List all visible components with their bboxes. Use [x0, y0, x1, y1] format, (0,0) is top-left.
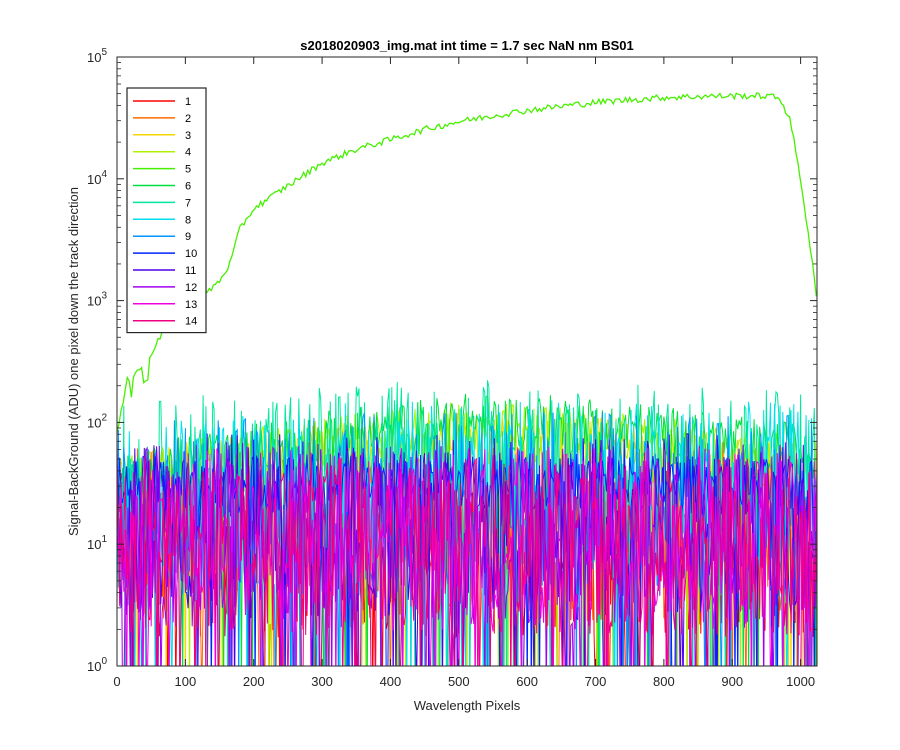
legend-label: 8: [185, 214, 191, 226]
axis-ticks: 0 100 200 300 400 500 600 700 800 900 100010010110…: [87, 47, 817, 689]
x-axis-label: Wavelength Pixels: [414, 698, 521, 713]
legend-item[interactable]: 8: [133, 214, 191, 226]
y-tick-label: 105: [87, 47, 107, 65]
x-tick-label: 800: [653, 674, 675, 689]
x-tick-label: 1000: [786, 674, 815, 689]
legend-label: 9: [185, 231, 191, 243]
legend-item[interactable]: 12: [133, 282, 197, 294]
y-tick-label: 100: [87, 656, 107, 674]
axes-box: [116, 56, 818, 667]
legend-label: 3: [185, 130, 191, 142]
x-tick-label: 900: [721, 674, 743, 689]
legend-label: 10: [185, 248, 197, 260]
legend-item[interactable]: 3: [133, 130, 191, 142]
legend-item[interactable]: 6: [133, 181, 191, 193]
y-axis-label: Signal-BackGround (ADU) one pixel down t…: [66, 187, 81, 536]
series-line-8: [117, 400, 817, 666]
legend-item[interactable]: 7: [133, 197, 191, 209]
legend-label: 11: [185, 265, 196, 277]
legend-item[interactable]: 14: [133, 316, 197, 328]
legend-item[interactable]: 11: [133, 265, 196, 277]
chart-title: s2018020903_img.mat int time = 1.7 sec N…: [300, 38, 634, 53]
x-tick-label: 100: [175, 674, 197, 689]
legend-label: 4: [185, 147, 191, 159]
x-tick-label: 200: [243, 674, 265, 689]
x-tick-label: 0: [113, 674, 120, 689]
legend-label: 14: [185, 316, 197, 328]
legend-item[interactable]: 2: [133, 113, 191, 125]
series-lines: [117, 91, 817, 666]
y-tick-label: 104: [87, 169, 107, 187]
plot-area: 0 100 200 300 400 500 600 700 800 900 100010010110…: [87, 47, 818, 689]
legend-label: 13: [185, 299, 197, 311]
x-tick-label: 600: [516, 674, 538, 689]
series-line-14: [117, 452, 817, 666]
legend-item[interactable]: 13: [133, 299, 197, 311]
legend-label: 1: [185, 96, 191, 108]
legend-label: 6: [185, 181, 191, 193]
legend-label: 2: [185, 113, 191, 125]
series-line-5: [117, 91, 817, 434]
legend-box: [126, 87, 207, 334]
y-tick-label: 103: [87, 291, 107, 309]
y-tick-label: 102: [87, 412, 107, 430]
x-tick-label: 300: [311, 674, 333, 689]
series-line-13: [117, 446, 817, 666]
legend-label: 7: [185, 197, 191, 209]
x-tick-label: 500: [448, 674, 470, 689]
legend-item[interactable]: 4: [133, 147, 191, 159]
y-tick-label: 101: [87, 534, 107, 552]
legend-item[interactable]: 5: [133, 164, 191, 176]
legend-item[interactable]: 9: [133, 231, 191, 243]
legend-label: 12: [185, 282, 197, 294]
x-tick-label: 400: [380, 674, 402, 689]
legend-item[interactable]: 10: [133, 248, 197, 260]
legend-item[interactable]: 1: [133, 96, 191, 108]
x-tick-label: 700: [585, 674, 607, 689]
legend-label: 5: [185, 164, 191, 176]
